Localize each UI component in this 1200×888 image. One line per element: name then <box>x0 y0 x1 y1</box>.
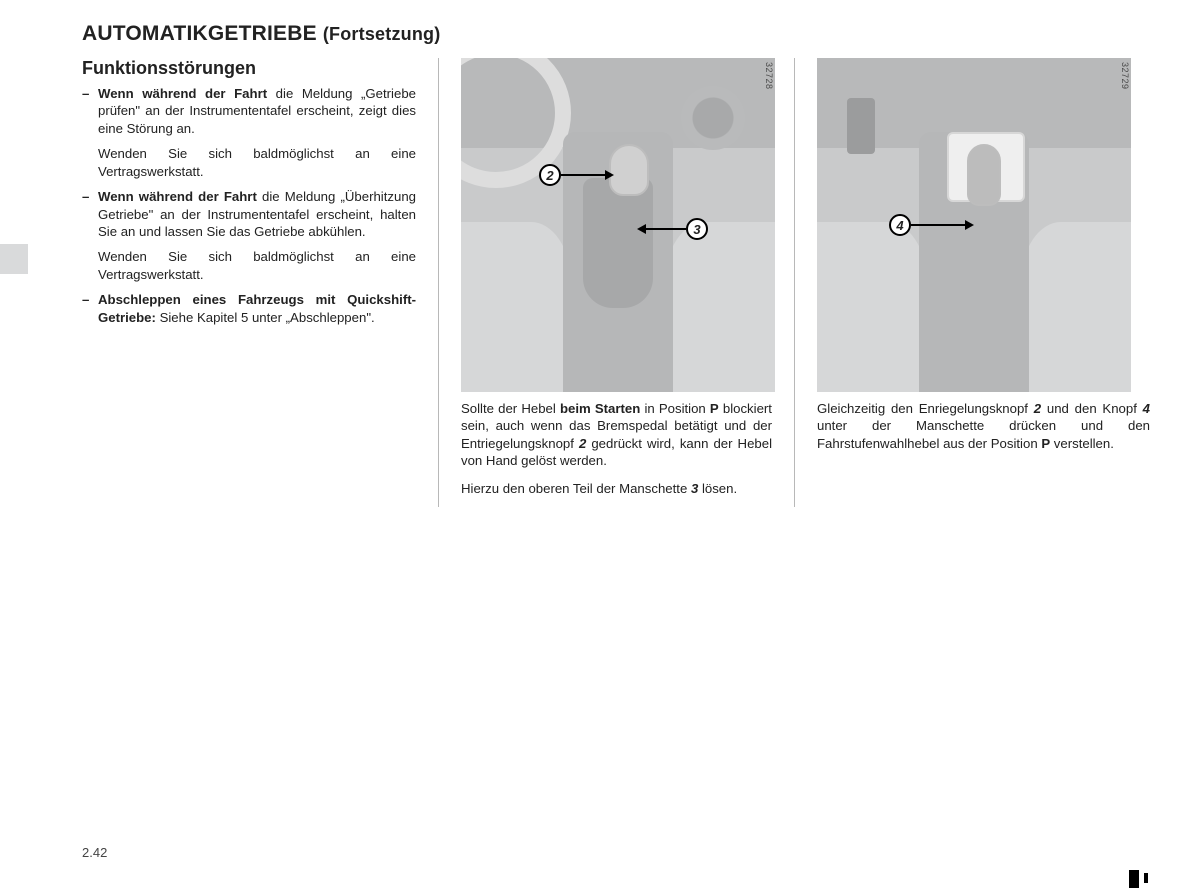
text-ref: 4 <box>1143 401 1150 416</box>
figure-release-button: 4 32729 <box>817 58 1131 392</box>
side-index-tab <box>0 244 28 274</box>
fig-seat-left <box>461 222 571 392</box>
bullet-list: Wenn während der Fahrt die Meldung „Getr… <box>82 85 416 326</box>
bullet-follow: Wenden Sie sich baldmöglichst an eine Ve… <box>98 248 416 283</box>
text: Hierzu den oberen Teil der Manschette <box>461 481 691 496</box>
text: lösen. <box>698 481 737 496</box>
figure-ref-number: 32728 <box>764 62 774 90</box>
three-column-layout: Funktionsstörungen Wenn während der Fahr… <box>82 58 1152 507</box>
column-1: Funktionsstörungen Wenn während der Fahr… <box>82 58 438 507</box>
figure1-paragraph-2: Hierzu den oberen Teil der Manschette 3 … <box>461 480 772 497</box>
callout-4: 4 <box>889 214 974 236</box>
bullet-follow: Wenden Sie sich baldmöglichst an eine Ve… <box>98 145 416 180</box>
title-continuation: (Fortsetzung) <box>323 24 441 44</box>
callout-arrow-icon <box>637 224 646 234</box>
title-main: AUTOMATIKGETRIEBE <box>82 22 317 45</box>
callout-arrow-icon <box>965 220 974 230</box>
fig-air-vent <box>681 86 745 150</box>
text: in Position <box>640 401 710 416</box>
text: und den Knopf <box>1041 401 1143 416</box>
fig-seat-right <box>665 222 775 392</box>
callout-2: 2 <box>539 164 614 186</box>
callout-line <box>646 228 686 230</box>
figure-gear-lever: 2 3 32728 <box>461 58 775 392</box>
bullet-lead-bold: Wenn während der Fahrt <box>98 86 267 101</box>
callout-3: 3 <box>637 218 708 240</box>
text-bold: beim Starten <box>560 401 640 416</box>
text-bold: P <box>1041 436 1050 451</box>
bullet-lead-bold: Wenn während der Fahrt <box>98 189 257 204</box>
column-3: 4 32729 Gleichzeitig den Enriegelungskno… <box>794 58 1150 507</box>
callout-number: 2 <box>539 164 561 186</box>
bullet-item: Wenn während der Fahrt die Meldung „Über… <box>82 188 416 283</box>
figure2-paragraph: Gleichzeitig den Enriegelungsknopf 2 und… <box>817 400 1150 452</box>
crop-mark-icon <box>1120 866 1148 888</box>
callout-number: 3 <box>686 218 708 240</box>
column-2: 2 3 32728 Sollte der Hebel beim Starten … <box>438 58 794 507</box>
text: Sollte der Hebel <box>461 401 560 416</box>
fig-pedal <box>847 98 875 154</box>
fig-gear-boot <box>583 178 653 308</box>
figure-ref-number: 32729 <box>1120 62 1130 90</box>
text-bold: P <box>710 401 719 416</box>
bullet-item: Wenn während der Fahrt die Meldung „Getr… <box>82 85 416 180</box>
fig-seat-left <box>817 222 927 392</box>
bullet-lead-rest: Siehe Kapitel 5 unter „Abschleppen". <box>156 310 375 325</box>
callout-line <box>911 224 965 226</box>
text: Gleichzeitig den Enriegelungsknopf <box>817 401 1034 416</box>
figure1-paragraph-1: Sollte der Hebel beim Starten in Positio… <box>461 400 772 470</box>
fig-gear-knob <box>967 144 1001 206</box>
fig-seat-right <box>1021 222 1131 392</box>
bullet-item: Abschleppen eines Fahrzeugs mit Quickshi… <box>82 291 416 326</box>
callout-number: 4 <box>889 214 911 236</box>
callout-arrow-icon <box>605 170 614 180</box>
page-title: AUTOMATIKGETRIEBE (Fortsetzung) <box>82 22 1152 46</box>
subheading-malfunctions: Funktionsstörungen <box>82 58 416 79</box>
text-ref: 2 <box>1034 401 1041 416</box>
fig-gear-knob <box>609 144 649 196</box>
callout-line <box>561 174 605 176</box>
text: verstellen. <box>1050 436 1114 451</box>
page-number: 2.42 <box>82 845 107 860</box>
